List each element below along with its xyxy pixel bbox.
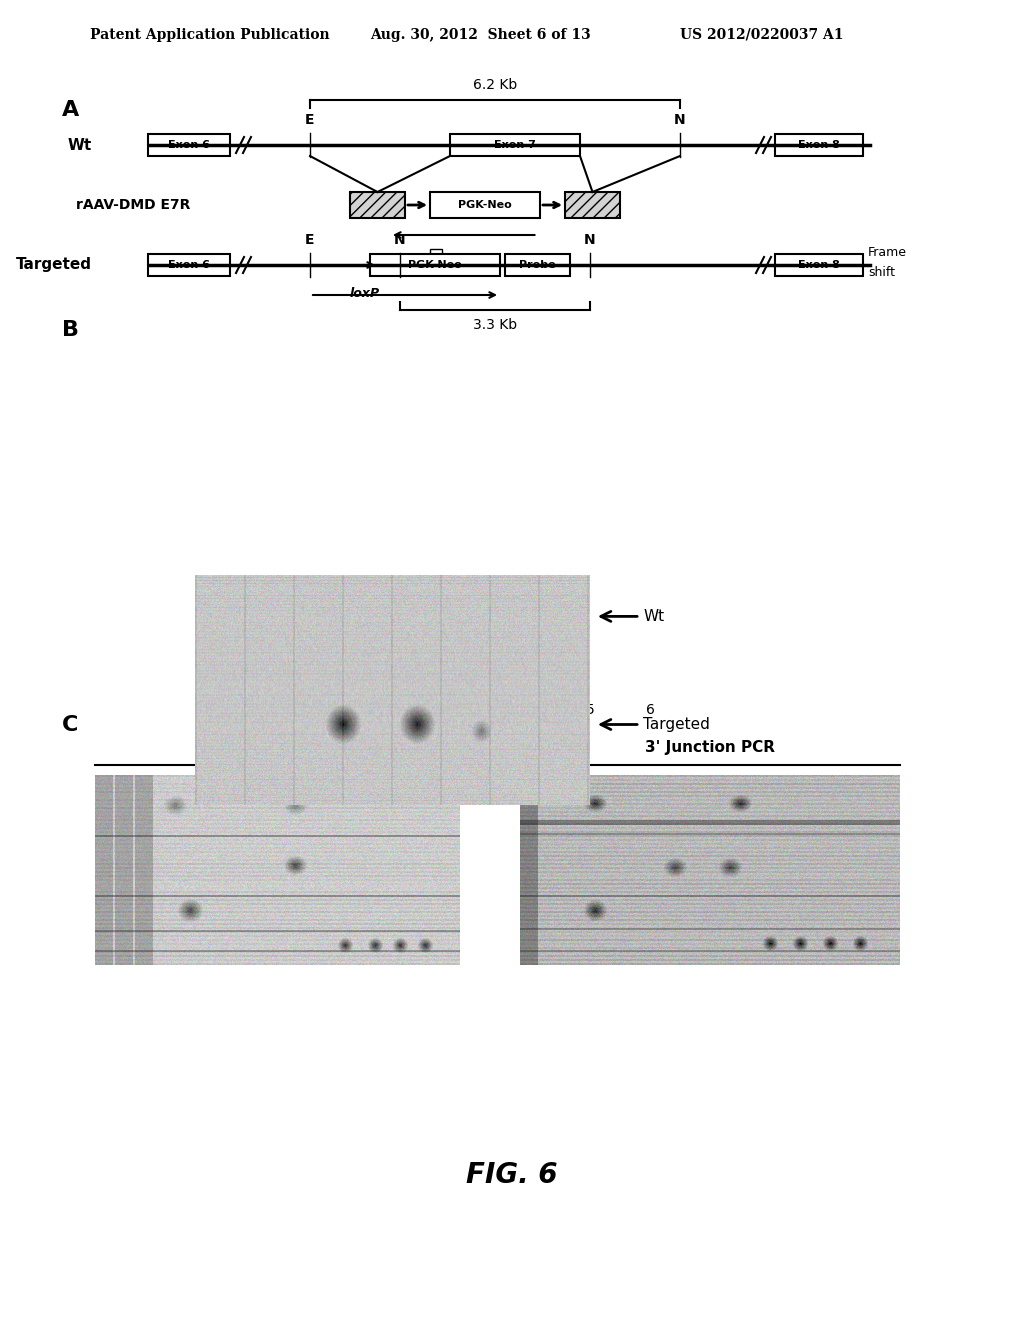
Text: Exon 8: Exon 8 <box>798 140 840 150</box>
Text: 5: 5 <box>591 903 599 917</box>
Text: N: N <box>584 234 596 247</box>
Text: E: E <box>305 114 314 127</box>
Text: +: + <box>360 939 370 948</box>
Text: shift: shift <box>868 267 895 280</box>
Text: 2': 2' <box>403 704 417 717</box>
FancyBboxPatch shape <box>775 135 863 156</box>
Text: Targeted: Targeted <box>643 717 710 733</box>
Text: N: N <box>394 234 406 247</box>
FancyBboxPatch shape <box>148 253 230 276</box>
Text: ‡: ‡ <box>765 939 771 948</box>
Text: Exon 8: Exon 8 <box>798 260 840 271</box>
Text: Frame: Frame <box>868 247 907 260</box>
Text: Patent Application Publication: Patent Application Publication <box>90 28 330 42</box>
FancyBboxPatch shape <box>370 253 500 276</box>
Text: 2: 2 <box>346 704 354 717</box>
Text: A: A <box>62 100 79 120</box>
Text: 6: 6 <box>185 903 195 917</box>
FancyBboxPatch shape <box>148 135 230 156</box>
Text: 3: 3 <box>733 799 742 812</box>
Text: 3.3 Kb: 3.3 Kb <box>473 318 517 333</box>
FancyBboxPatch shape <box>430 191 540 218</box>
Text: E: E <box>305 234 314 247</box>
FancyBboxPatch shape <box>775 253 863 276</box>
Text: 4: 4 <box>246 858 254 873</box>
Text: (-)+: (-)+ <box>382 939 404 948</box>
Text: Exon 6: Exon 6 <box>168 140 210 150</box>
Text: (-)+: (-)+ <box>807 939 829 948</box>
Text: loxP: loxP <box>350 286 380 300</box>
Text: Targeted: Targeted <box>16 257 92 272</box>
Text: rAAV-DMD E7R: rAAV-DMD E7R <box>76 198 190 213</box>
Text: Wt: Wt <box>68 137 92 153</box>
Text: 4: 4 <box>674 858 682 873</box>
Text: 4: 4 <box>525 704 535 717</box>
Text: C: C <box>62 715 79 735</box>
Text: US 2012/0220037 A1: US 2012/0220037 A1 <box>680 28 844 42</box>
Text: FIG. 6: FIG. 6 <box>466 1162 558 1189</box>
Text: ‡: ‡ <box>340 939 346 948</box>
Text: Wt: Wt <box>643 609 665 624</box>
Text: B: B <box>62 319 79 341</box>
Text: 3' Junction PCR: 3' Junction PCR <box>645 741 775 755</box>
Text: +: + <box>783 939 793 948</box>
Text: 5: 5 <box>728 858 736 873</box>
Text: 5' Junction PCR: 5' Junction PCR <box>213 741 342 755</box>
Text: 2: 2 <box>594 799 602 812</box>
FancyBboxPatch shape <box>430 249 442 263</box>
Text: Exon 7: Exon 7 <box>494 140 536 150</box>
FancyBboxPatch shape <box>505 253 570 276</box>
Text: PGK-Neo: PGK-Neo <box>409 260 462 271</box>
Text: 6.2 Kb: 6.2 Kb <box>473 78 517 92</box>
Text: 1: 1 <box>225 704 234 717</box>
Text: N: N <box>674 114 686 127</box>
Text: Aug. 30, 2012  Sheet 6 of 13: Aug. 30, 2012 Sheet 6 of 13 <box>370 28 591 42</box>
Text: Exon 6: Exon 6 <box>168 260 210 271</box>
Text: 6: 6 <box>645 704 654 717</box>
Text: 5: 5 <box>296 858 304 873</box>
Text: 3: 3 <box>466 704 474 717</box>
Text: 1': 1' <box>284 704 296 717</box>
Text: Probe: Probe <box>519 260 556 271</box>
Text: 3: 3 <box>296 799 304 812</box>
Text: PGK-Neo: PGK-Neo <box>458 201 512 210</box>
FancyBboxPatch shape <box>450 135 580 156</box>
FancyBboxPatch shape <box>350 191 406 218</box>
FancyBboxPatch shape <box>565 191 620 218</box>
Text: 2: 2 <box>180 799 189 812</box>
Text: 5: 5 <box>586 704 594 717</box>
